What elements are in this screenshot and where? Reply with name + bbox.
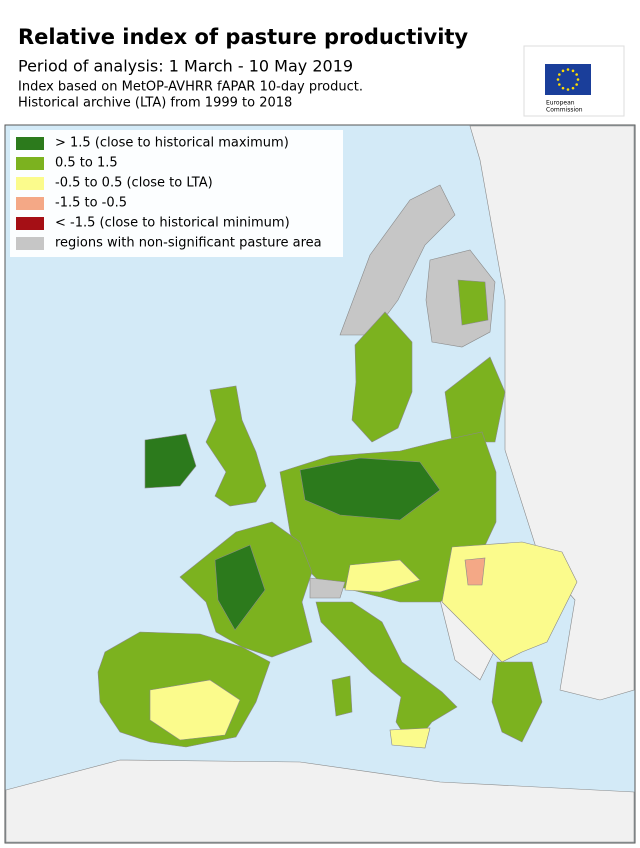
period: Period of analysis: 1 March - 10 May 201…	[18, 57, 353, 76]
legend-swatch	[16, 177, 44, 190]
legend-label: -0.5 to 0.5 (close to LTA)	[55, 176, 213, 191]
star	[575, 83, 578, 86]
legend-label: 0.5 to 1.5	[55, 156, 118, 171]
star	[566, 68, 570, 71]
legend-swatch	[16, 137, 44, 150]
region	[457, 279, 489, 326]
logo: European Commission	[523, 45, 625, 117]
region	[389, 727, 431, 749]
legend-box	[10, 130, 343, 257]
region	[309, 577, 346, 599]
legend-label: > 1.5 (close to historical maximum)	[55, 136, 289, 151]
region	[144, 433, 197, 489]
star	[558, 73, 561, 76]
region	[149, 679, 241, 741]
star	[556, 78, 560, 81]
legend-label: < -1.5 (close to historical minimum)	[55, 216, 290, 231]
legend-swatch	[16, 197, 44, 210]
region	[464, 557, 486, 586]
note: Index based on MetOP-AVHRR fAPAR 10-day …	[18, 80, 363, 95]
note: Historical archive (LTA) from 1999 to 20…	[18, 96, 292, 111]
star	[571, 69, 575, 73]
star	[576, 78, 580, 81]
legend-label: regions with non-significant pasture are…	[55, 236, 322, 251]
star	[571, 86, 575, 90]
legend-swatch	[16, 157, 44, 170]
region	[214, 544, 266, 631]
legend: > 1.5 (close to historical maximum) 0.5 t…	[16, 136, 322, 251]
map	[5, 125, 635, 843]
logo-text: Commission	[546, 107, 583, 114]
region	[344, 559, 421, 593]
region	[491, 661, 543, 743]
region	[444, 356, 506, 443]
non-eu-land	[469, 125, 635, 701]
region	[351, 311, 413, 443]
logo-text: European	[546, 100, 575, 107]
legend-label: -1.5 to -0.5	[55, 196, 127, 211]
legend-swatch	[16, 237, 44, 250]
star	[561, 86, 565, 90]
star	[558, 83, 561, 86]
region	[205, 385, 267, 507]
region	[331, 675, 353, 717]
star	[566, 88, 570, 91]
star	[575, 73, 578, 76]
star	[561, 69, 565, 73]
title: Relative index of pasture productivity	[18, 25, 468, 49]
non-eu-land	[5, 759, 635, 843]
eu-stars	[556, 68, 580, 91]
legend-swatch	[16, 217, 44, 230]
region	[299, 457, 441, 521]
